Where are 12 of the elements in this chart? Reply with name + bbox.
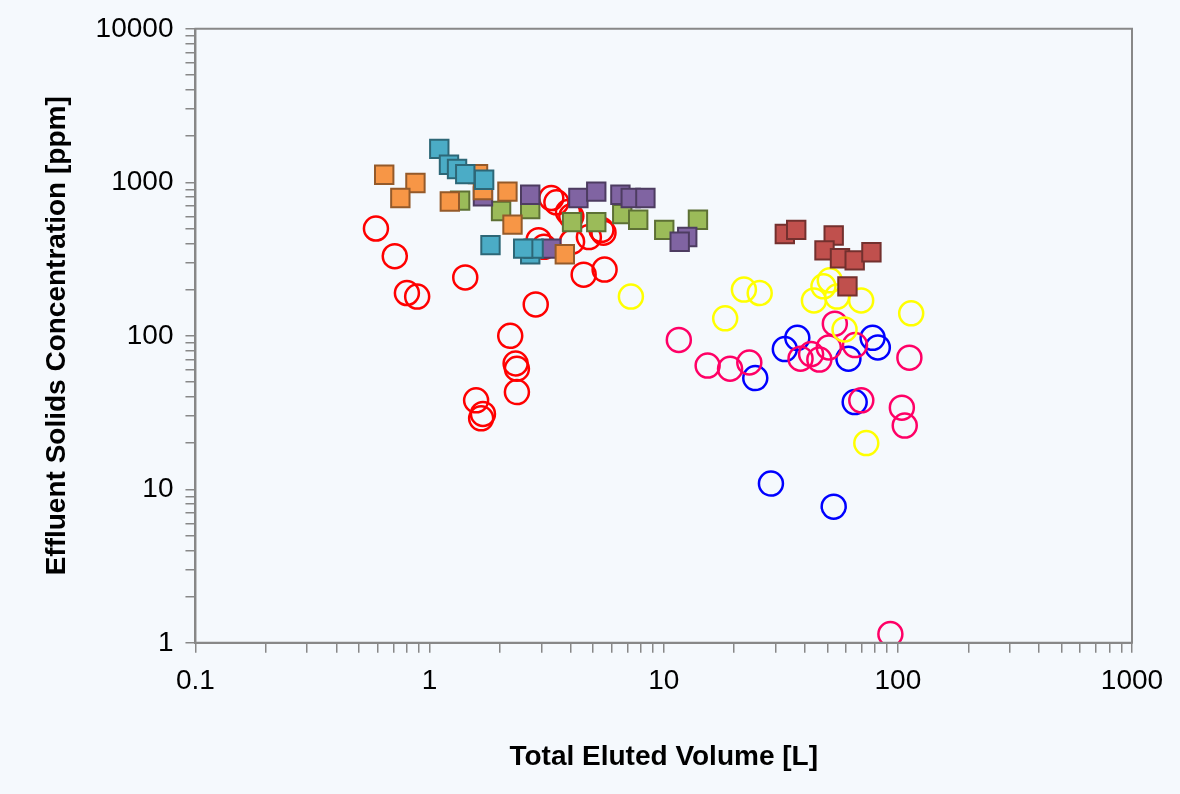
x-tick-label: 1000 <box>1100 664 1164 696</box>
x-tick-label: 0.1 <box>175 664 215 696</box>
y-tick-label: 10000 <box>95 11 174 43</box>
y-axis-title: Effluent Solids Concentration [ppm] <box>39 96 71 576</box>
y-tick-label: 10 <box>142 472 174 504</box>
x-axis-title: Total Eluted Volume [L] <box>509 739 818 771</box>
y-tick-label: 1000 <box>111 165 174 197</box>
y-tick-label: 100 <box>126 318 174 350</box>
x-tick-label: 10 <box>648 664 680 696</box>
x-tick-label: 100 <box>874 664 922 696</box>
y-tick-label: 1 <box>157 625 174 657</box>
x-tick-label: 1 <box>421 664 438 696</box>
